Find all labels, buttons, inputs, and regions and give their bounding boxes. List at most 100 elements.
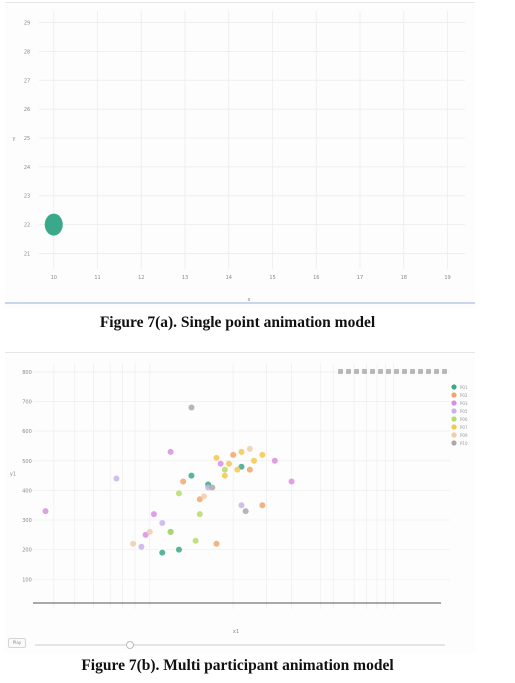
y-axis-label: y: [13, 136, 16, 142]
data-point-p07: [213, 454, 220, 461]
data-point-p07: [238, 448, 245, 455]
legend-label: P02: [460, 393, 468, 398]
y-tick-label: 25: [24, 136, 30, 142]
modebar-icon: [426, 369, 431, 374]
y-tick-label: 29: [24, 21, 30, 27]
data-point-p09: [200, 493, 207, 500]
y-tick-label: 400: [22, 488, 32, 494]
data-point-p09: [130, 540, 137, 547]
legend-label: P03: [460, 401, 468, 406]
legend-label: P05: [460, 409, 468, 414]
y-tick-label: 500: [22, 459, 32, 465]
modebar-icon: [346, 369, 351, 374]
data-point-p02: [259, 502, 266, 509]
x-tick-label: 17: [357, 275, 363, 281]
data-point-p06: [196, 511, 203, 518]
data-point-p02: [196, 496, 203, 503]
data-point-p10: [242, 508, 249, 515]
y-tick-label: 800: [22, 370, 32, 376]
y-tick-label: 22: [24, 223, 30, 229]
figure-7a-caption: Figure 7(a). Single point animation mode…: [99, 314, 376, 331]
animation-slider-handle: [126, 641, 134, 649]
data-point-p09: [146, 528, 153, 535]
data-point-p06: [167, 528, 174, 535]
legend-label: P06: [460, 417, 468, 422]
modebar-icon: [394, 369, 399, 374]
figure-7b-chart: 100 200 300 400 500 600 700 800 y1 x1 P01 P02 P03 P05…: [5, 352, 475, 653]
data-point-p10: [209, 484, 216, 491]
y-tick-label: 600: [22, 429, 32, 435]
legend-label: P01: [460, 385, 468, 390]
data-point-p10: [188, 404, 195, 411]
data-point-p05: [113, 475, 120, 482]
data-point-p01: [175, 546, 182, 553]
data-point-p03: [167, 448, 174, 455]
modebar-icon: [410, 369, 415, 374]
legend-marker: [451, 416, 457, 422]
y-tick-label: 24: [24, 165, 30, 171]
data-point: [44, 213, 63, 236]
legend-marker: [451, 408, 457, 414]
x-tick-label: 15: [269, 275, 275, 281]
data-point-p07: [221, 472, 228, 479]
data-point-p02: [230, 451, 237, 458]
x-tick-label: 10: [51, 275, 57, 281]
data-point-p01: [238, 463, 245, 470]
y-tick-label: 200: [22, 548, 32, 554]
data-point-p07: [259, 451, 266, 458]
data-point-p03: [150, 511, 157, 518]
data-point-p05: [205, 484, 212, 491]
modebar-icon: [418, 369, 423, 374]
data-point-p07: [234, 466, 241, 473]
data-point-p01: [188, 472, 195, 479]
modebar-icon: [434, 369, 439, 374]
x-tick-label: 14: [226, 275, 232, 281]
data-point-p02: [180, 478, 187, 485]
y-tick-label: 21: [24, 251, 30, 257]
data-point-p03: [142, 531, 149, 538]
data-point-p05: [159, 520, 166, 526]
modebar-icon: [370, 369, 375, 374]
y-tick-label: 700: [22, 400, 32, 406]
modebar-icon: [442, 369, 447, 374]
data-point-p06: [221, 466, 228, 473]
data-point-p09: [246, 445, 253, 452]
legend-label: P09: [460, 433, 468, 438]
data-point-p06: [192, 537, 199, 544]
legend-label: P10: [460, 441, 468, 446]
y-tick-label: 100: [22, 577, 32, 583]
modebar-icon: [354, 369, 359, 374]
y-tick-label: 300: [22, 518, 32, 524]
y-tick-label: 28: [24, 49, 30, 55]
legend-marker: [451, 392, 457, 398]
play-button[interactable]: Play: [8, 638, 26, 648]
y-axis-label: y1: [10, 472, 16, 478]
legend-label: P07: [460, 425, 468, 430]
x-axis-label: x1: [233, 629, 239, 635]
data-point-p07: [251, 457, 258, 464]
legend-marker: [451, 432, 457, 438]
figure-7b-plot: 100 200 300 400 500 600 700 800 y1 x1 P01 P02 P03 P05…: [10, 363, 468, 649]
data-point-p03: [288, 478, 295, 485]
data-point-p07: [225, 460, 232, 467]
y-tick-label: 26: [24, 107, 30, 113]
modebar-icon: [338, 369, 343, 374]
x-tick-label: 12: [138, 275, 144, 281]
data-point-p03: [271, 457, 278, 464]
data-point-p02: [213, 540, 220, 547]
x-tick-label: 19: [444, 275, 450, 281]
y-tick-label: 23: [24, 194, 30, 200]
x-tick-label: 11: [94, 275, 100, 281]
legend-marker: [451, 400, 457, 406]
figure-7b-caption: Figure 7(b). Multi participant animation…: [81, 657, 394, 674]
legend-marker: [451, 440, 457, 446]
modebar-icon: [402, 369, 407, 374]
data-point-p05: [238, 502, 245, 509]
data-point-p03: [217, 460, 224, 467]
x-tick-label: 16: [313, 275, 319, 281]
figure-7a-chart: 10 11 12 13 14 15 16 17 18 19 21 22 23 24 25 26 27 28 29 y x: [5, 2, 475, 308]
data-point-p06: [175, 490, 182, 497]
data-point-p05: [138, 543, 145, 550]
modebar-icon: [362, 369, 367, 374]
legend-marker: [451, 384, 457, 390]
